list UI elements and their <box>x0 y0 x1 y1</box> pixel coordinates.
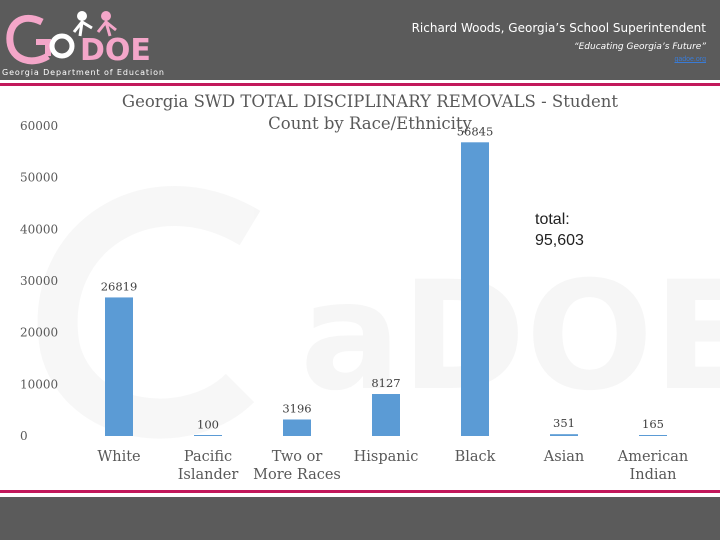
bar-value-label: 165 <box>642 417 664 431</box>
category-label: Islander <box>178 467 239 483</box>
bar-value-label: 100 <box>197 417 219 431</box>
bar <box>283 419 311 436</box>
y-tick-label: 30000 <box>20 274 58 288</box>
category-label: Black <box>455 449 496 465</box>
chart-title-line-2: Count by Race/Ethnicity <box>268 114 472 133</box>
category-label: More Races <box>253 467 341 483</box>
bar-value-label: 56845 <box>457 124 494 138</box>
category-label: Two or <box>272 449 323 465</box>
bar-value-label: 26819 <box>101 279 138 293</box>
bar-value-label: 3196 <box>282 401 311 415</box>
svg-text:aDOE: aDOE <box>300 250 720 424</box>
category-label: Pacific <box>184 449 232 465</box>
website-link[interactable]: gadoe.org <box>674 56 706 63</box>
category-label: Indian <box>630 467 677 483</box>
bar <box>461 142 489 436</box>
category-label: White <box>97 449 140 465</box>
y-tick-label: 40000 <box>20 222 58 236</box>
total-annotation: total: 95,603 <box>535 209 584 251</box>
header-bar: DOE Georgia Department of Education Rich… <box>0 0 720 80</box>
y-tick-label: 20000 <box>20 326 58 340</box>
y-tick-label: 10000 <box>20 377 58 391</box>
category-label: American <box>617 449 688 465</box>
bar <box>194 435 222 436</box>
category-label: Asian <box>543 449 585 465</box>
bar-value-label: 8127 <box>371 376 400 390</box>
pink-divider-top <box>0 83 720 86</box>
total-label: total: <box>535 211 570 228</box>
category-label: Hispanic <box>354 449 419 465</box>
bar <box>105 297 133 436</box>
bar <box>372 394 400 436</box>
svg-text:DOE: DOE <box>80 33 151 68</box>
chart-title-line-1: Georgia SWD TOTAL DISCIPLINARY REMOVALS … <box>121 92 619 111</box>
y-tick-label: 50000 <box>20 171 58 185</box>
y-tick-label: 60000 <box>20 119 58 133</box>
gadoe-watermark: aDOE <box>37 186 720 439</box>
tagline: “Educating Georgia’s Future” <box>573 42 706 52</box>
total-value: 95,603 <box>535 232 584 249</box>
bar-value-label: 351 <box>553 416 575 430</box>
bar <box>639 435 667 436</box>
y-tick-label: 0 <box>20 429 28 443</box>
gadoe-logo: DOE <box>6 11 151 68</box>
footer-bar <box>0 497 720 540</box>
chart-title: Georgia SWD TOTAL DISCIPLINARY REMOVALS … <box>75 91 665 135</box>
bar <box>550 434 578 436</box>
bar-chart: aDOE 0 10000 20000 30000 40000 50000 60000 268… <box>20 119 720 483</box>
logo-subtitle: Georgia Department of Education <box>2 68 165 77</box>
pink-divider-bottom <box>0 490 720 493</box>
superintendent-name: Richard Woods, Georgia’s School Superint… <box>411 21 706 35</box>
